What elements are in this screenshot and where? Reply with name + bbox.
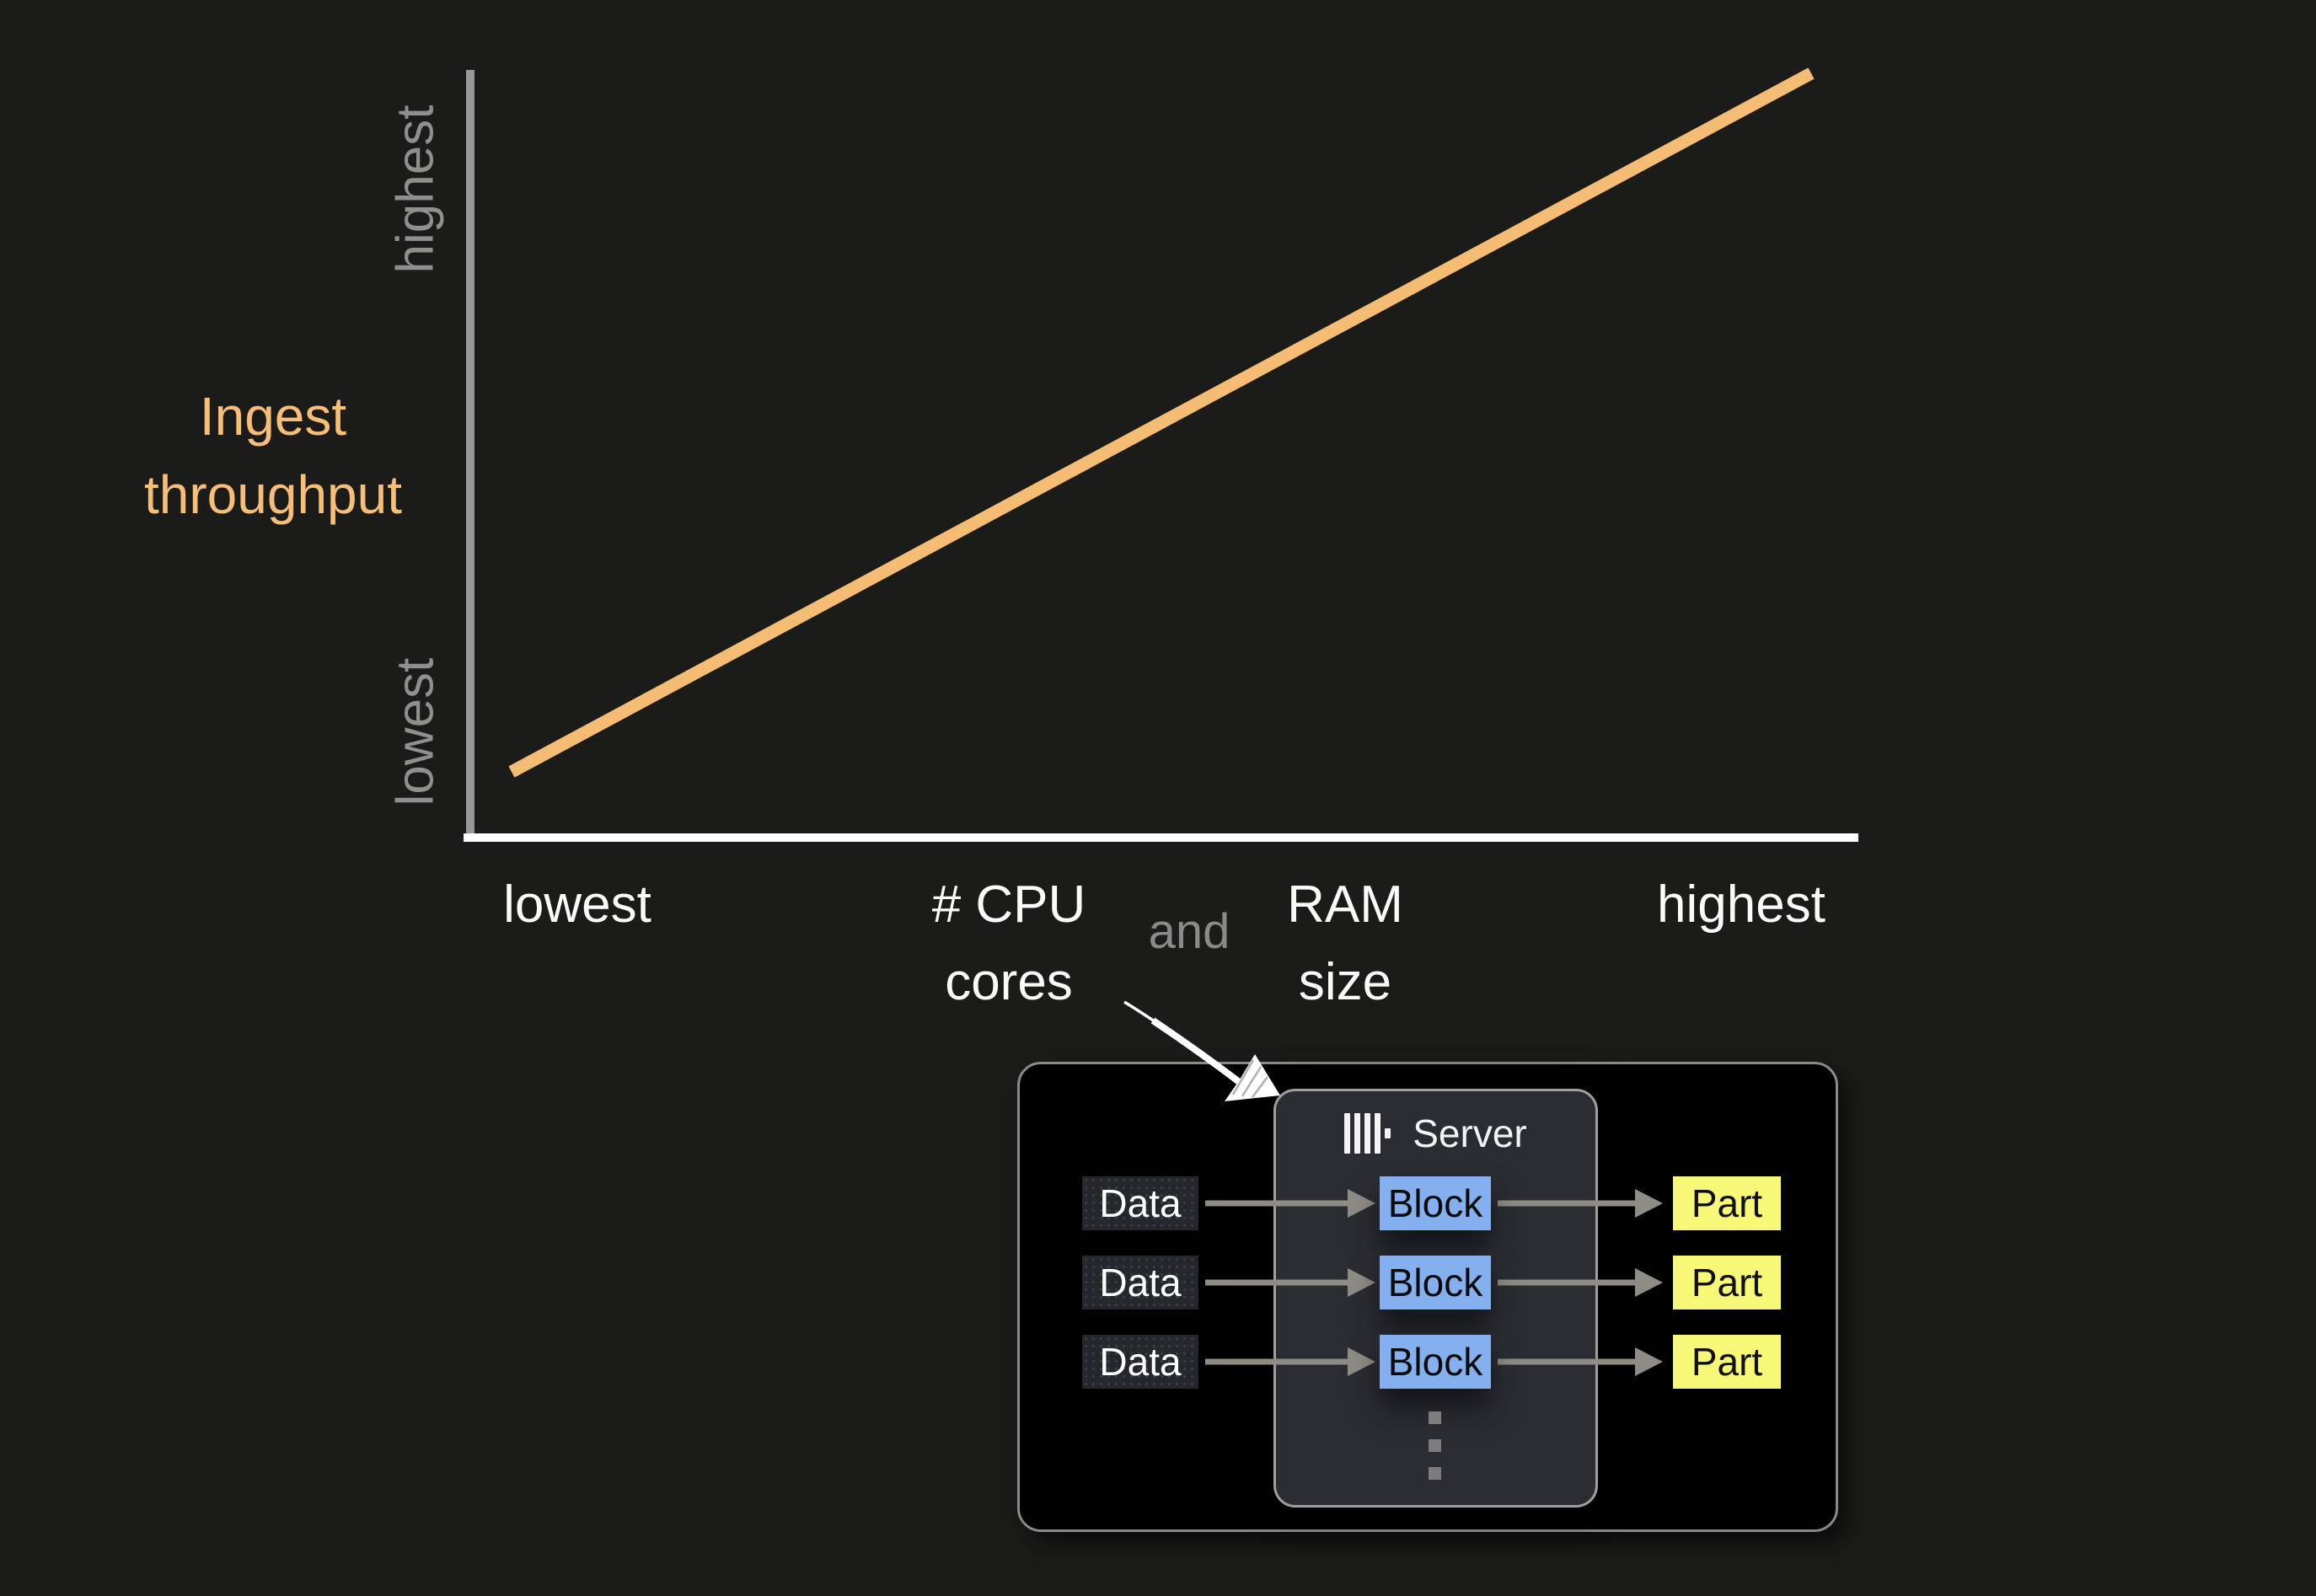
- y-axis-title-line2: throughput: [143, 464, 403, 525]
- part-box-2: Part: [1673, 1256, 1781, 1309]
- throughput-trend-line: [508, 67, 1815, 778]
- server-header: Server: [1273, 1108, 1598, 1159]
- data-box-1: Data: [1082, 1176, 1198, 1230]
- ellipsis-dot-1: [1429, 1411, 1441, 1424]
- part-box-3: Part: [1673, 1335, 1781, 1389]
- x-axis-line: [464, 833, 1858, 842]
- y-tick-lowest: lowest: [386, 657, 445, 806]
- x-tick-lowest: lowest: [503, 876, 651, 934]
- ellipsis-dot-3: [1429, 1467, 1441, 1480]
- part-box-1: Part: [1673, 1176, 1781, 1230]
- block-box-3: Block: [1380, 1335, 1491, 1389]
- ellipsis-dot-2: [1429, 1439, 1441, 1452]
- block-box-2: Block: [1380, 1256, 1491, 1309]
- y-axis-title: Ingest throughput: [71, 378, 475, 534]
- block-box-1: Block: [1380, 1176, 1491, 1230]
- x-tick-highest: highest: [1657, 876, 1825, 934]
- data-box-2: Data: [1082, 1256, 1198, 1309]
- server-label: Server: [1413, 1111, 1527, 1155]
- y-axis-line: [466, 70, 474, 834]
- data-box-3: Data: [1082, 1335, 1198, 1389]
- x-label-and: and: [1148, 904, 1230, 959]
- y-axis-title-line1: Ingest: [199, 386, 347, 447]
- clickhouse-bars-icon: [1344, 1113, 1391, 1154]
- x-label-cpu-cores: # CPU cores: [931, 876, 1086, 1011]
- x-label-ram-size: RAM size: [1287, 876, 1403, 1011]
- y-tick-highest: highest: [386, 104, 445, 273]
